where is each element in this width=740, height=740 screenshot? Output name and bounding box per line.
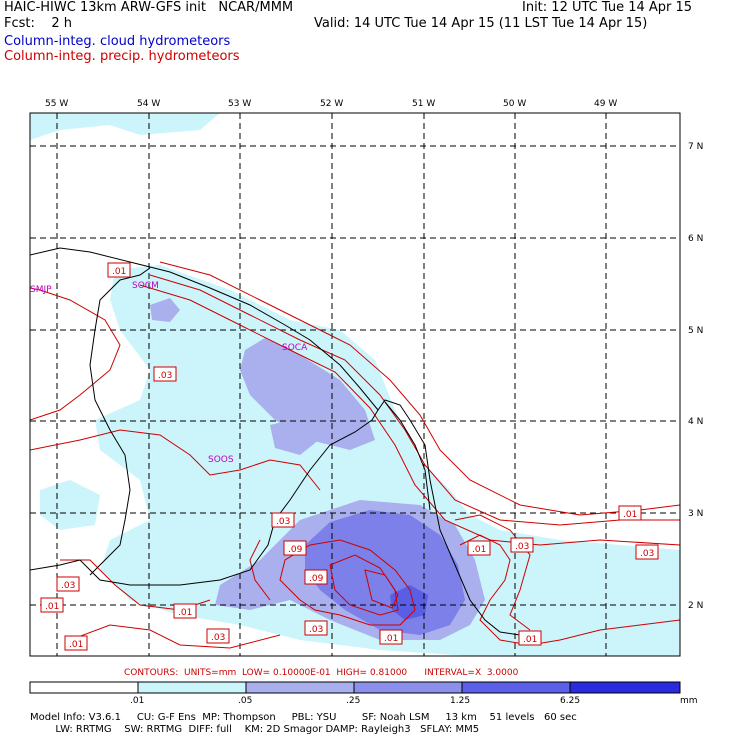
lat-label: 2 N	[688, 601, 703, 611]
cloud-area-light	[620, 555, 680, 640]
contour-label: .03	[56, 576, 80, 592]
model-info-line1: Model Info: V3.6.1 CU: G-F Ens MP: Thomp…	[30, 712, 577, 723]
lon-label: 49 W	[594, 99, 617, 109]
lon-label: 55 W	[45, 99, 68, 109]
cloud-area-light	[40, 480, 100, 530]
colorbar-tick: .25	[346, 696, 361, 706]
colorbar-tick: 6.25	[560, 696, 581, 706]
lon-label: 50 W	[503, 99, 526, 109]
valid-time: Valid: 14 UTC Tue 14 Apr 15 (11 LST Tue …	[314, 16, 648, 31]
lat-label: 4 N	[688, 417, 703, 427]
lat-label: 5 N	[688, 326, 703, 336]
svg-text:.01: .01	[45, 602, 59, 612]
lon-label: 54 W	[137, 99, 160, 109]
svg-text:.01: .01	[623, 510, 637, 520]
contour-label: .03	[635, 544, 659, 560]
border-suriname-guyane	[30, 409, 379, 586]
cloud-area-mid	[150, 298, 180, 322]
contour-label: .03	[304, 620, 328, 636]
lon-label: 51 W	[412, 99, 435, 109]
precip-field-label: Column-integ. precip. hydrometeors	[4, 49, 240, 64]
contour-label: .09	[283, 540, 307, 556]
contour-label: .03	[510, 537, 534, 553]
svg-text:.01: .01	[472, 545, 486, 555]
lon-label: 52 W	[320, 99, 343, 109]
cloud-area-max	[390, 585, 428, 620]
svg-text:.03: .03	[276, 517, 290, 527]
cloud-area-mid	[270, 418, 325, 455]
border-guyana-suriname	[89, 267, 151, 576]
contour-label: .03	[206, 628, 230, 644]
contour-labels: .01 .03 .01 .03 .09 .09 .01 .03 .03 .01 …	[40, 262, 659, 651]
product-title: HAIC-HIWC 13km ARW-GFS init NCAR/MMM	[4, 0, 294, 15]
colorbar-tick: 1.25	[450, 696, 471, 706]
longitude-labels: 55 W 54 W 53 W 52 W 51 W 50 W 49 W	[45, 99, 617, 109]
lat-lon-grid	[30, 113, 680, 656]
map-frame	[29, 112, 681, 657]
svg-text:.09: .09	[288, 545, 303, 555]
station-labels: SMJP SOCM SOCA SOOS	[30, 281, 308, 465]
lat-label: 3 N	[688, 509, 703, 519]
init-time: Init: 12 UTC Tue 14 Apr 15	[522, 0, 693, 15]
colorbar-tick: .01	[130, 696, 145, 706]
latitude-labels: 7 N 6 N 5 N 4 N 3 N 2 N	[688, 142, 703, 611]
contour-label: .03	[271, 512, 295, 528]
coastline	[30, 247, 536, 641]
cloud-area-light	[95, 265, 680, 656]
contour-label: .01	[64, 635, 88, 651]
svg-text:.01: .01	[384, 634, 398, 644]
contour-label: .01	[467, 540, 491, 556]
boundaries	[30, 247, 536, 641]
lat-label: 6 N	[688, 234, 703, 244]
colorbar-tick: .05	[238, 696, 253, 706]
lon-label: 53 W	[228, 99, 251, 109]
contour-label: .01	[40, 597, 64, 613]
lat-label: 7 N	[688, 142, 703, 152]
precip-contours	[30, 261, 680, 649]
contour-label: .01	[618, 505, 642, 521]
cloud-shading	[30, 113, 680, 656]
contour-label: .01	[173, 603, 197, 619]
svg-text:.03: .03	[211, 633, 225, 643]
contours-info: CONTOURS: UNITS=mm LOW= 0.10000E-01 HIGH…	[124, 668, 519, 678]
station-label: SOOS	[208, 455, 234, 465]
station-label: SOCM	[132, 281, 159, 291]
colorbar-unit: mm	[680, 696, 698, 706]
forecast-hour: Fcst: 2 h	[4, 16, 73, 31]
cloud-field-label: Column-integ. cloud hydrometeors	[4, 34, 231, 49]
colorbar	[29, 681, 681, 694]
model-info-line2: LW: RRTMG SW: RRTMG DIFF: full KM: 2D Sm…	[30, 724, 480, 735]
contour-label: .03	[153, 366, 177, 382]
station-label: SOCA	[282, 343, 308, 353]
svg-text:.09: .09	[309, 574, 324, 584]
contour-label: .01	[379, 629, 403, 645]
contour-label: .01	[107, 262, 131, 278]
svg-text:.03: .03	[158, 371, 172, 381]
station-label: SMJP	[30, 285, 52, 295]
svg-text:.01: .01	[178, 608, 192, 618]
svg-text:.01: .01	[112, 267, 126, 277]
svg-text:.03: .03	[640, 549, 654, 559]
svg-text:.03: .03	[309, 625, 323, 635]
svg-text:.03: .03	[515, 542, 529, 552]
svg-text:.03: .03	[61, 581, 75, 591]
svg-text:.01: .01	[69, 640, 83, 650]
contour-label: .01	[518, 630, 542, 646]
svg-text:.01: .01	[523, 635, 537, 645]
cloud-area-mid	[240, 338, 375, 450]
contour-label: .09	[304, 569, 328, 585]
border-brazil-guyane	[384, 401, 431, 511]
cloud-area-light	[30, 113, 220, 140]
